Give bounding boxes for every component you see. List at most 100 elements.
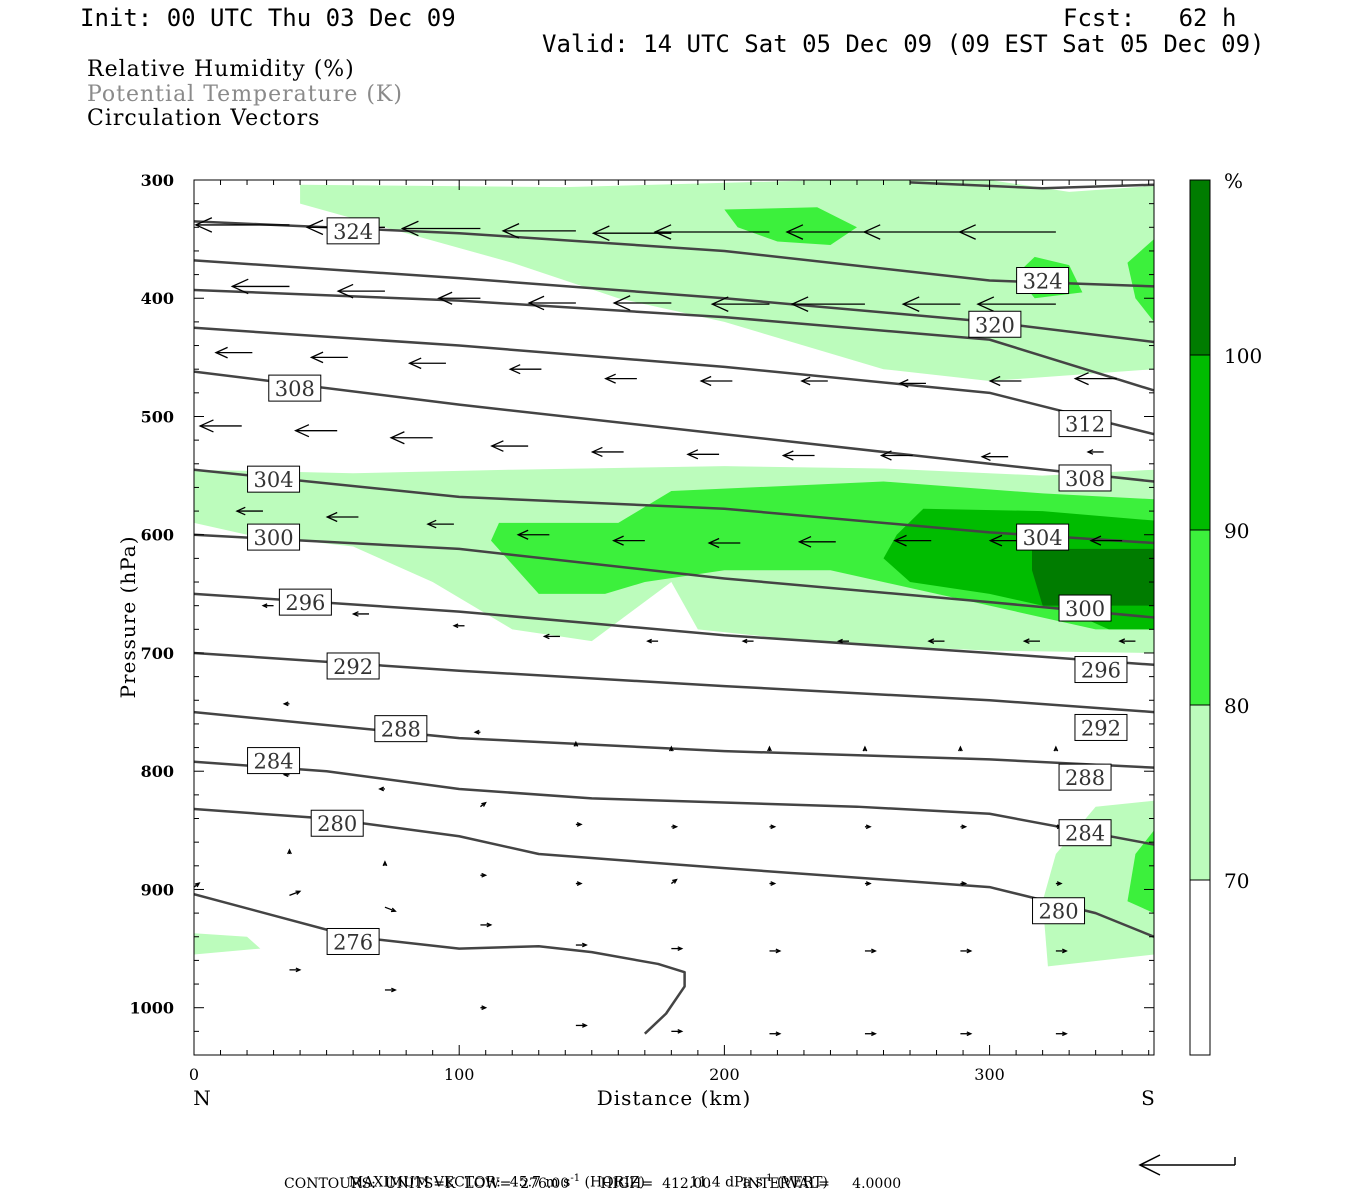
colorbar-segment (1189, 879, 1211, 1056)
contour-label-280: 280 (1032, 897, 1086, 925)
circulation-vector (612, 535, 645, 546)
y-tick-label: 600 (141, 526, 174, 545)
vector-head (527, 295, 545, 311)
circulation-vector (769, 881, 777, 886)
contours-summary: CONTOURS: UNITS=K LOW= 276.00 HIGH= 412.… (284, 1176, 902, 1192)
y-axis-title: Pressure (hPa) (116, 536, 140, 699)
vector-head (966, 1031, 973, 1037)
circulation-vector (426, 519, 454, 529)
circulation-vector (797, 535, 836, 548)
vector-head (452, 623, 459, 629)
vector-head (672, 878, 678, 884)
contour-label-text: 308 (1065, 467, 1105, 491)
vector-head (295, 967, 302, 973)
circulation-vector (309, 351, 348, 364)
circulation-vector (653, 224, 770, 240)
contour-label-box (1074, 656, 1128, 684)
contour-label-box (247, 747, 301, 775)
vector-head (770, 881, 777, 886)
max-vector-vert: 11.4 dPa s (689, 1174, 763, 1191)
contour-label-276: 276 (326, 927, 380, 955)
circulation-vector (960, 881, 968, 886)
vector-shaft (289, 890, 301, 896)
circulation-vector (741, 638, 754, 644)
horiz-tag: (HORIZ) (580, 1174, 645, 1191)
contour-label-box (310, 809, 364, 837)
circulation-vector (1089, 535, 1123, 546)
vector-head (865, 881, 872, 886)
vector-head (198, 419, 214, 433)
circulation-vector (490, 440, 529, 452)
vector-head (426, 519, 437, 529)
rh-region-70 (194, 933, 261, 955)
circulation-vector (480, 922, 493, 928)
vector-head (591, 225, 610, 242)
vector-head (686, 449, 699, 460)
circulation-vector (958, 224, 1056, 240)
vector-head (389, 431, 405, 445)
legend-circulation-vectors: Circulation Vectors (87, 106, 321, 131)
contour-label-296: 296 (278, 588, 332, 616)
vector-head (1022, 638, 1030, 644)
theta-contour-312 (194, 326, 1154, 436)
contour-label-text: 280 (1038, 900, 1078, 924)
vector-head (707, 537, 720, 549)
circulation-vector (901, 296, 961, 312)
vector-head (781, 450, 794, 461)
vector-head (116, 215, 132, 229)
contour-label-324: 324 (1016, 267, 1070, 295)
vector-head (590, 446, 603, 458)
vector-head (653, 224, 672, 240)
theta-contour-316 (194, 288, 1154, 392)
vector-head (1056, 881, 1063, 886)
circulation-vector (960, 948, 973, 954)
x-axis-title: Distance (km) (597, 1086, 752, 1110)
vector-head (775, 948, 782, 954)
vector-head (988, 375, 1001, 387)
circulation-vector (898, 379, 926, 388)
colorbar-level-label: 70 (1224, 869, 1249, 893)
vector-head (378, 786, 385, 792)
circulation-vector (837, 638, 850, 644)
vector-head (672, 824, 679, 830)
circulation-vector (612, 295, 672, 311)
circulation-vector (214, 346, 253, 359)
vector-head (879, 450, 892, 461)
vector-head (901, 296, 920, 312)
circulation-vector (862, 224, 961, 240)
circulation-vector (480, 1005, 488, 1011)
circulation-vector (646, 638, 659, 644)
contour-label-box (1032, 897, 1086, 925)
contour-label-text: 304 (254, 468, 294, 492)
legend-relative-humidity: Relative Humidity (%) (87, 57, 355, 82)
circulation-vector (194, 882, 201, 888)
circulation-vector (1086, 449, 1104, 455)
vector-head (699, 375, 712, 387)
circulation-vector (400, 220, 481, 237)
vector-head (1062, 1031, 1068, 1037)
vector-head (988, 534, 1003, 547)
contour-label-box (326, 927, 380, 955)
vector-head (976, 296, 995, 312)
y-tick-label: 400 (141, 289, 174, 308)
contour-label-box (1058, 763, 1112, 791)
theta-contour-284 (194, 760, 1154, 846)
circulation-vector (893, 534, 932, 547)
x-tick-label: 0 (189, 1065, 199, 1084)
vector-head (351, 611, 359, 617)
circulation-vector (575, 881, 583, 886)
circulation-vector (769, 1031, 782, 1037)
vector-head (871, 1031, 877, 1037)
plot-frame (193, 179, 1155, 1056)
vector-head (305, 219, 324, 236)
circulation-vector (671, 1028, 684, 1034)
circulation-vector (785, 224, 865, 240)
vector-head (775, 1031, 782, 1037)
circulation-vector (437, 291, 481, 305)
circulation-vector (527, 295, 576, 311)
circulation-vector (230, 278, 290, 295)
circulation-vector (573, 740, 579, 747)
circulation-vector (980, 452, 1009, 462)
vector-head (481, 872, 488, 878)
theta-contour-300 (194, 533, 1154, 619)
